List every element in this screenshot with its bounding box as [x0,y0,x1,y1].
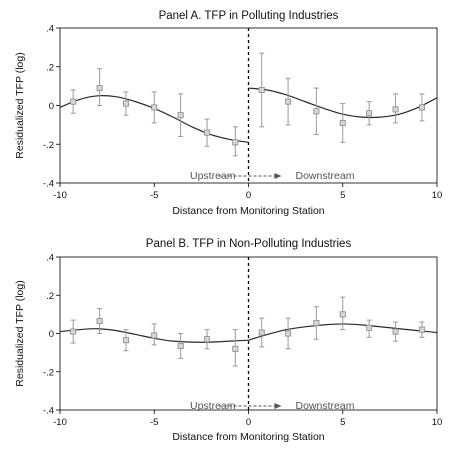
data-point [258,87,265,94]
x-tick-label: 0 [246,190,251,201]
x-tick-label: -5 [150,190,158,201]
x-tick-label: -10 [53,190,67,201]
y-axis-label: Residualized TFP (log) [14,52,26,158]
downstream-label: Downstream [296,400,355,412]
data-point [313,319,320,326]
panel-b: Panel B. TFP in Non-Polluting Industries… [14,238,442,443]
data-point [392,106,399,113]
y-tick-label: -.2 [43,140,54,151]
data-point [313,108,320,115]
data-point [285,98,292,105]
plot-frame [59,27,438,184]
y-axis-label: Residualized TFP (log) [14,280,26,386]
y-tick-label: 0 [49,101,54,112]
data-point [392,328,399,335]
data-point [232,139,239,146]
y-tick-label: .2 [46,291,54,302]
y-tick-label: 0 [49,329,54,340]
x-axis-label: Distance from Monitoring Station [172,205,324,217]
y-tick-label: .2 [46,62,54,73]
data-point [70,98,77,105]
panel-title: Panel A. TFP in Polluting Industries [159,10,339,22]
panel-title: Panel B. TFP in Non-Polluting Industries [146,238,352,250]
data-point [122,337,129,344]
panel-a: Panel A. TFP in Polluting Industries-.4-… [14,10,442,217]
data-point [258,329,265,336]
data-point [96,85,103,92]
x-tick-label: -5 [150,417,158,428]
downstream-label: Downstream [296,170,355,182]
data-point [204,336,211,343]
x-tick-label: 5 [340,190,345,201]
data-point [418,326,425,333]
x-tick-label: 10 [432,417,443,428]
plot-frame [59,256,438,411]
data-point [366,324,373,331]
x-tick-label: 10 [432,190,443,201]
y-tick-label: .4 [46,253,54,264]
data-point [204,129,211,136]
y-tick-label: .4 [46,24,54,35]
data-point [122,100,129,107]
data-point [70,328,77,335]
data-point [96,318,103,325]
data-point [339,119,346,126]
data-point [177,112,184,119]
data-point [151,332,158,339]
arrow-head-icon [274,173,282,179]
upstream-label: Upstream [190,400,236,412]
data-point [285,330,292,337]
x-tick-label: 5 [340,417,345,428]
data-point [366,110,373,117]
x-axis-label: Distance from Monitoring Station [172,431,324,443]
data-point [177,342,184,349]
data-point [418,104,425,111]
x-tick-label: -10 [53,417,67,428]
data-point [151,104,158,111]
y-tick-label: -.4 [43,179,54,190]
x-tick-label: 0 [246,417,251,428]
upstream-label: Upstream [190,170,236,182]
arrow-head-icon [274,403,282,409]
y-tick-label: -.2 [43,367,54,378]
data-point [232,345,239,352]
y-tick-label: -.4 [43,406,54,417]
data-point [339,311,346,318]
